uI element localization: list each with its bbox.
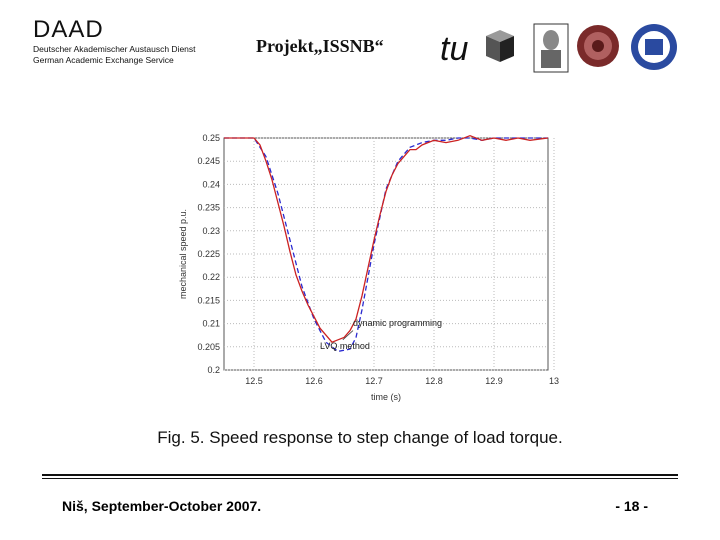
crest-logo	[577, 25, 619, 67]
y-tick-label: 0.24	[202, 179, 220, 189]
annotation-dynamic-programming: dynamic programming	[353, 318, 442, 328]
y-tick-label: 0.25	[202, 133, 220, 143]
y-tick-label: 0.215	[197, 295, 220, 305]
footer-divider-top	[42, 474, 678, 476]
y-tick-label: 0.205	[197, 342, 220, 352]
y-tick-label: 0.225	[197, 249, 220, 259]
tu-logo: tu	[440, 30, 468, 68]
y-tick-label: 0.2	[207, 365, 220, 375]
annotation-pointer	[342, 330, 354, 341]
cube-logo	[486, 30, 514, 62]
project-title: Projekt„ISSNB“	[256, 36, 384, 56]
blue-emblem-logo	[631, 24, 677, 70]
university-seal-logo	[533, 23, 569, 73]
daad-subtitle-de: Deutscher Akademischer Austausch Dienst	[33, 44, 196, 54]
y-tick-label: 0.245	[197, 156, 220, 166]
daad-subtitle-en: German Academic Exchange Service	[33, 55, 174, 65]
partner-logos: tu	[440, 23, 677, 73]
annotation-lvq-method: LVQ method	[320, 341, 370, 351]
x-tick-label: 12.8	[425, 376, 443, 386]
x-tick-label: 13	[549, 376, 559, 386]
y-tick-label: 0.22	[202, 272, 220, 282]
figure-caption: Fig. 5. Speed response to step change of…	[157, 428, 563, 447]
footer-divider-bottom	[42, 478, 678, 479]
x-tick-label: 12.6	[305, 376, 323, 386]
y-tick-label: 0.23	[202, 226, 220, 236]
page-number: - 18 -	[615, 498, 648, 514]
daad-logo-text: DAAD	[33, 16, 104, 43]
chart-svg: 0.250.2450.240.2350.230.2250.220.2150.21…	[178, 133, 559, 402]
y-axis-label: mechanical speed p.u.	[178, 209, 188, 299]
x-tick-label: 12.5	[245, 376, 263, 386]
speed-response-plot: 0.25 0.245 0.24 0.235 0.23 0.225 0.22 0.215 0.21…	[172, 120, 562, 410]
svg-text:tu: tu	[440, 30, 468, 68]
series-line-lvq-method	[224, 135, 549, 343]
footer-location-date: Niš, September-October 2007.	[62, 498, 262, 514]
y-tick-label: 0.235	[197, 203, 220, 213]
x-tick-label: 12.7	[365, 376, 383, 386]
x-tick-label: 12.9	[485, 376, 503, 386]
y-tick-label: 0.21	[202, 319, 220, 329]
x-axis-label: time (s)	[371, 392, 401, 402]
